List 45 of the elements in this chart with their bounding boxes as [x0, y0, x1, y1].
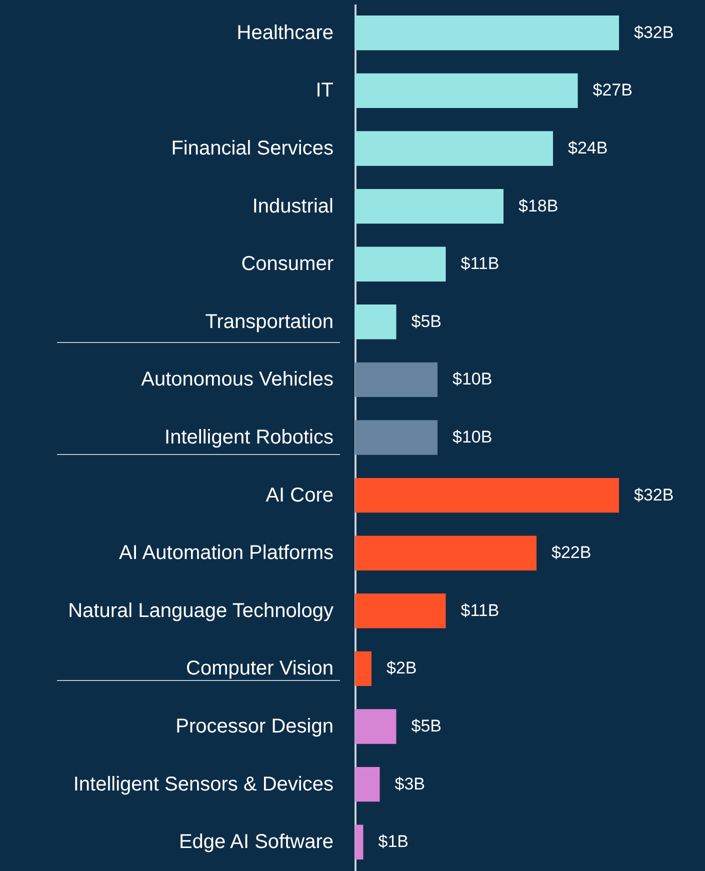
- bar: [355, 131, 553, 166]
- y-tick-label: Industrial: [252, 195, 334, 218]
- data-label: $18B: [518, 196, 558, 216]
- y-tick-label: AI Core: [266, 484, 334, 506]
- data-label: $10B: [452, 428, 492, 446]
- y-tick-label: Healthcare: [236, 22, 334, 44]
- data-label: $10B: [452, 370, 492, 389]
- bar: [355, 651, 372, 686]
- data-label: $24B: [568, 138, 608, 158]
- data-label: $5B: [411, 716, 442, 736]
- bar: [355, 16, 619, 50]
- bar: [355, 478, 619, 513]
- bar: [355, 766, 380, 802]
- data-label: $32B: [634, 485, 674, 504]
- y-tick-label: Financial Services: [171, 138, 334, 160]
- data-label: $32B: [634, 22, 674, 42]
- bar: [355, 420, 438, 455]
- bar: [355, 73, 578, 108]
- bar: [355, 594, 446, 628]
- bar: [355, 188, 504, 224]
- data-label: $2B: [386, 658, 417, 678]
- y-tick-label: Consumer: [241, 253, 334, 276]
- data-label: $11B: [460, 254, 500, 274]
- y-tick-label: Natural Language Technology: [68, 600, 334, 622]
- bar: [355, 304, 396, 340]
- bar: [355, 709, 396, 744]
- y-tick-label: Edge AI Software: [178, 831, 334, 854]
- y-tick-label: Autonomous Vehicles: [141, 368, 334, 391]
- data-label: $27B: [592, 80, 632, 100]
- y-tick-label: Transportation: [205, 310, 334, 333]
- bar: [355, 824, 364, 860]
- data-label: $3B: [394, 774, 425, 794]
- y-tick-label: AI Automation Platforms: [118, 542, 334, 564]
- data-label: $11B: [460, 600, 500, 620]
- bar: [355, 246, 446, 282]
- bar: [355, 362, 438, 398]
- y-tick-label: Intelligent Sensors & Devices: [73, 773, 334, 796]
- y-tick-label: Processor Design: [176, 716, 334, 738]
- data-label: $22B: [552, 543, 592, 562]
- bar: [355, 536, 536, 570]
- data-label: $5B: [411, 312, 442, 331]
- y-tick-label: IT: [316, 80, 334, 102]
- data-label: $1B: [378, 832, 408, 852]
- y-tick-label: Intelligent Robotics: [164, 426, 334, 448]
- y-tick-label: Computer Vision: [186, 658, 334, 680]
